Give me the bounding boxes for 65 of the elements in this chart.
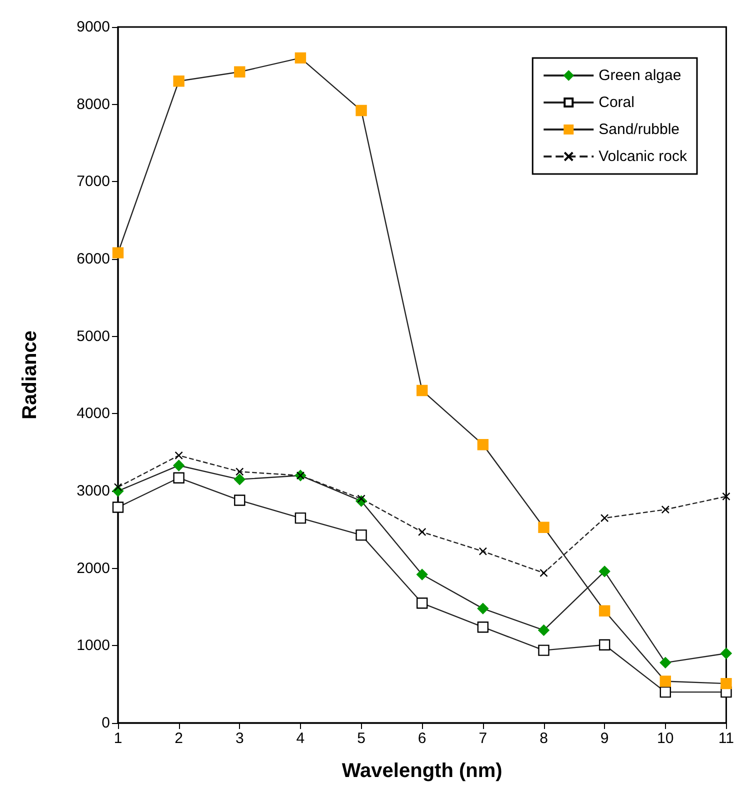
point — [722, 492, 730, 501]
point — [173, 472, 184, 484]
point — [294, 52, 306, 64]
y-tick-label: 1000 — [76, 637, 110, 654]
point — [173, 76, 184, 87]
y-tick-label: 0 — [102, 714, 110, 732]
point — [174, 451, 183, 460]
y-axis-title: Radiance — [19, 330, 41, 420]
x-tick-label: 6 — [418, 730, 426, 747]
x-tick-label: 10 — [657, 730, 674, 747]
point — [598, 605, 610, 616]
point — [418, 528, 426, 536]
point — [416, 598, 428, 609]
point — [112, 502, 124, 513]
point — [540, 568, 548, 578]
point — [477, 439, 489, 450]
point — [661, 505, 670, 514]
legend-label: Sand/rubble — [598, 121, 680, 138]
x-tick-label: 8 — [540, 730, 548, 747]
x-tick-label: 4 — [296, 730, 305, 747]
point — [356, 529, 367, 541]
y-tick-label: 4000 — [76, 405, 110, 422]
y-tick-label: 7000 — [76, 173, 110, 190]
point — [598, 566, 610, 578]
point — [173, 460, 184, 472]
point — [538, 644, 550, 656]
point — [236, 468, 244, 476]
y-tick-label: 9000 — [76, 18, 110, 36]
point — [234, 474, 246, 485]
point — [538, 522, 550, 533]
y-tick-label: 2000 — [76, 560, 110, 577]
point — [356, 104, 367, 116]
point — [600, 514, 609, 522]
x-tick-label: 1 — [114, 730, 122, 747]
point — [112, 247, 124, 258]
y-tick-label: 3000 — [76, 482, 110, 500]
point — [720, 648, 732, 659]
point — [660, 676, 671, 687]
y-tick-label: 5000 — [76, 328, 110, 345]
point — [294, 512, 306, 524]
point — [538, 624, 550, 636]
point — [720, 678, 732, 690]
legend-label: Green algae — [598, 67, 682, 84]
point — [234, 494, 246, 506]
point — [660, 686, 671, 698]
x-tick-label: 9 — [600, 730, 609, 747]
point — [477, 622, 489, 633]
point — [477, 602, 489, 614]
x-tick-label: 2 — [174, 730, 183, 747]
y-tick-label: 6000 — [76, 250, 110, 268]
x-tick-label: 11 — [718, 730, 734, 747]
point — [114, 483, 122, 492]
point — [416, 568, 428, 580]
point — [234, 66, 246, 78]
x-tick-label: 7 — [478, 730, 488, 747]
x-tick-label: 5 — [357, 730, 366, 747]
legend-label: Coral — [598, 94, 634, 111]
x-axis-title: Wavelength (nm) — [342, 760, 502, 782]
point — [478, 547, 488, 556]
point — [660, 657, 671, 668]
point — [598, 639, 610, 650]
x-tick-label: 3 — [235, 730, 244, 747]
point — [416, 384, 428, 396]
legend-label: Volcanic rock — [598, 148, 688, 165]
y-tick-label: 8000 — [76, 96, 110, 113]
